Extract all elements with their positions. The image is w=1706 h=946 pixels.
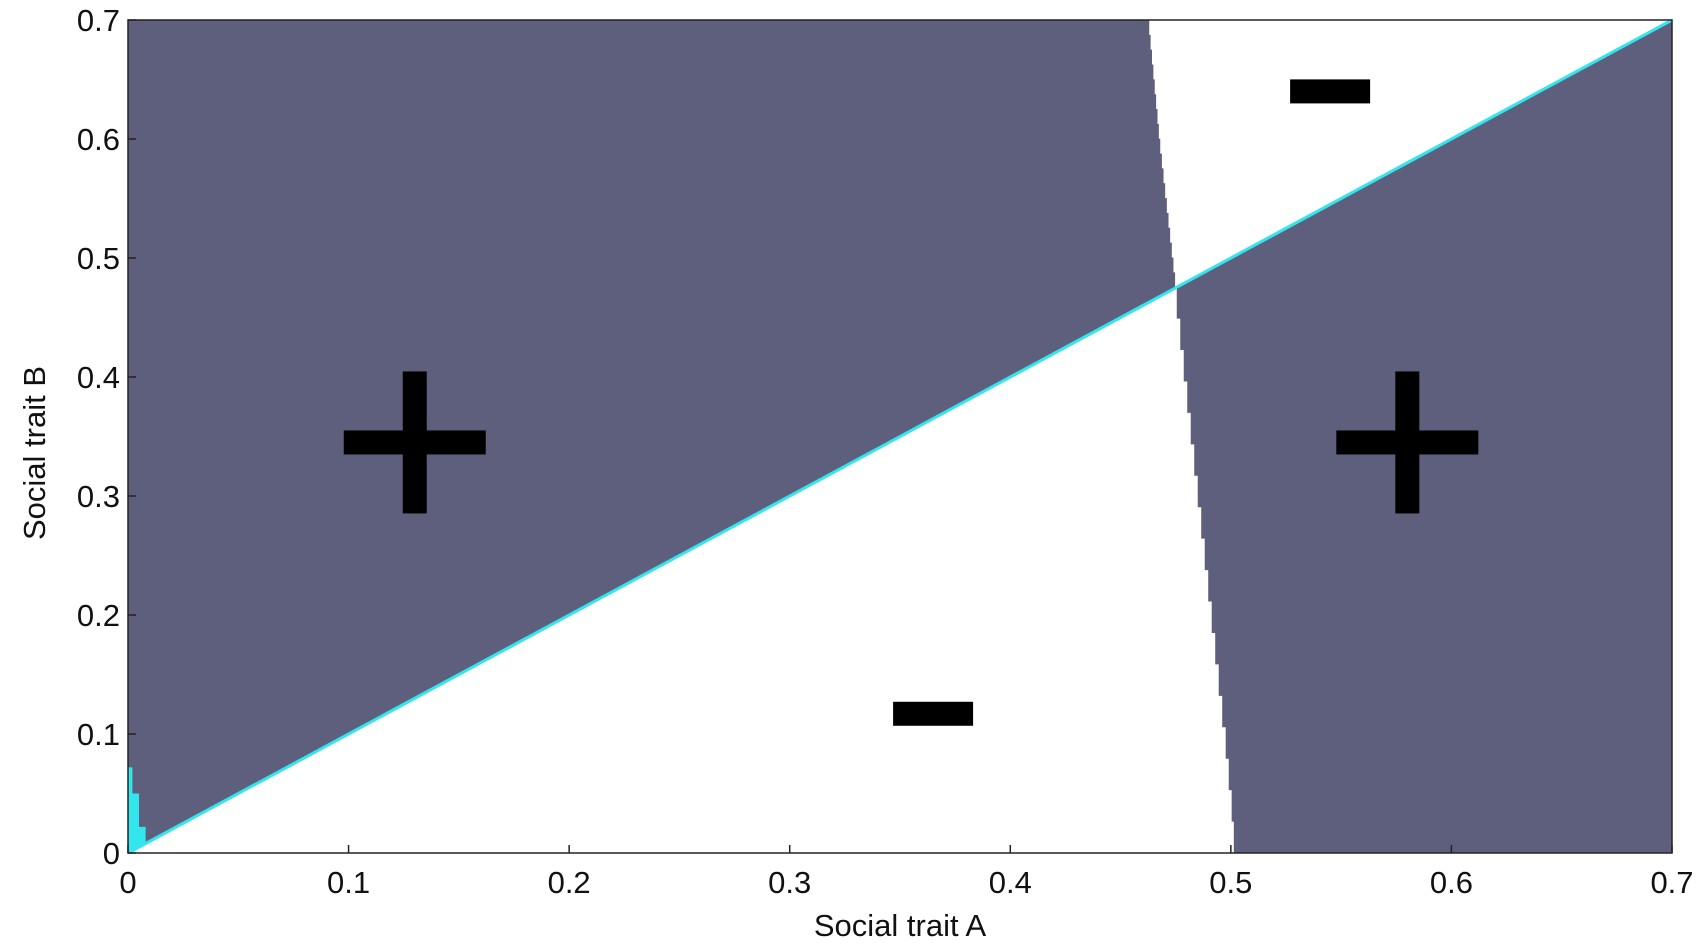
x-tick-label: 0.4 [989,865,1032,900]
y-tick-label: 0.3 [77,479,120,514]
x-tick-label: 0.1 [327,865,370,900]
x-tick-label: 0.2 [548,865,591,900]
y-tick-label: 0 [103,836,120,871]
minus-marker [893,701,974,726]
minus-marker [1290,79,1371,104]
plus-marker-vertical [1395,371,1420,514]
plus-marker [343,371,486,514]
y-tick-label: 0.7 [77,3,120,38]
y-tick-label: 0.1 [77,717,120,752]
x-tick-label: 0.5 [1209,865,1252,900]
y-tick-label: 0.4 [77,360,120,395]
axes: 0 0.1 0.2 0.3 0.4 0.5 0.6 0.7 0 0.1 0.2 0.3 0.4 0.5 0.… [77,3,1694,900]
y-tick-label: 0.2 [77,598,120,633]
corner-patch [128,767,146,853]
plus-marker [1336,371,1479,514]
positive-region-left [128,20,1177,853]
x-axis-label: Social trait A [814,908,987,943]
x-tick-label: 0.6 [1430,865,1473,900]
plot-frame [127,19,1673,854]
y-tick-label: 0.6 [77,122,120,157]
plus-marker-vertical [402,371,427,514]
x-tick-label: 0.3 [768,865,811,900]
y-tick-label: 0.5 [77,241,120,276]
x-tick-label: 0 [119,865,136,900]
diagonal-line [127,18,1673,855]
x-tick-label: 0.7 [1650,865,1693,900]
y-axis-label: Social trait B [17,366,52,540]
region-sign-markers [343,79,1479,726]
